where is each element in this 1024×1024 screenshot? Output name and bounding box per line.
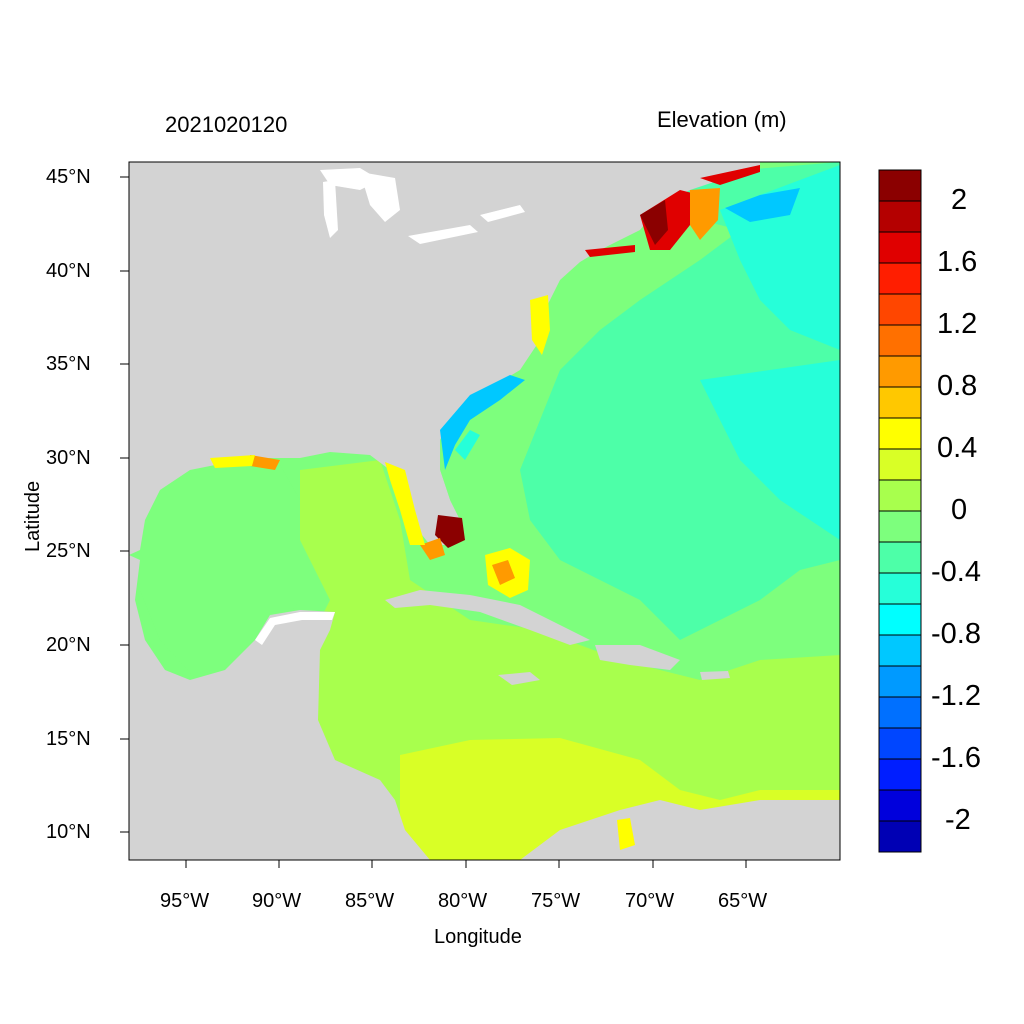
colorbar-label: -1.2	[931, 680, 981, 712]
colorbar-swatch	[878, 634, 922, 667]
chesapeake-yellow	[530, 295, 550, 355]
colorbar-label: 0.4	[937, 432, 978, 464]
colorbar-swatch	[878, 727, 922, 760]
x-tick-label: 70°W	[625, 890, 675, 912]
map-frame	[128, 161, 841, 861]
x-tick-label: 95°W	[160, 890, 210, 912]
y-tick-marks	[120, 176, 129, 833]
y-tick-label: 25°N	[46, 540, 91, 562]
colorbar-swatch	[878, 293, 922, 326]
x-tick-label: 75°W	[531, 890, 581, 912]
long-island-red	[585, 245, 635, 257]
colorbar-label: -1.6	[931, 742, 981, 774]
y-axis-title: Latitude	[22, 480, 44, 552]
x-tick-label: 65°W	[718, 890, 768, 912]
y-tick-label: 35°N	[46, 353, 91, 375]
maine-surge-dark	[640, 200, 668, 245]
colorbar-swatch	[878, 603, 922, 636]
colorbar-swatch	[878, 448, 922, 481]
florida-bay-orange	[420, 538, 445, 560]
y-tick-label: 45°N	[46, 166, 91, 188]
great-lake-ontario	[480, 205, 525, 222]
colorbar-label: 0.8	[937, 370, 978, 402]
maracaibo-yellow	[617, 818, 635, 850]
map-panel	[129, 162, 840, 860]
colorbar-swatch	[878, 169, 922, 202]
colorbar-swatch	[878, 572, 922, 605]
nova-scotia-blue	[725, 188, 800, 222]
x-tick-label: 90°W	[252, 890, 302, 912]
carolina-coast-blue	[440, 375, 525, 470]
colorbar-label: -0.4	[931, 556, 981, 588]
x-tick-label: 85°W	[345, 890, 395, 912]
bahamas-orange	[492, 560, 515, 585]
hispaniola-land	[595, 645, 680, 670]
south-florida-surge	[435, 515, 465, 548]
great-lake-erie	[408, 225, 478, 244]
y-tick-label: 30°N	[46, 447, 91, 469]
colorbar-label: -2	[945, 804, 971, 836]
colorbar-label: 2	[951, 184, 968, 216]
gulf-coast-orange	[250, 455, 280, 470]
y-tick-label: 15°N	[46, 728, 91, 750]
georgia-coast-aqua	[455, 430, 480, 460]
x-tick-label: 80°W	[438, 890, 488, 912]
yucatan-white-edge	[255, 612, 335, 645]
colorbar-label: 0	[951, 494, 968, 526]
colorbar-swatch	[878, 200, 922, 233]
bay-of-fundy-red	[700, 165, 760, 185]
mexico-land	[129, 555, 430, 860]
great-lake-michigan	[323, 180, 338, 238]
timestamp-label: 2021020120	[165, 112, 288, 137]
great-lake-huron	[360, 172, 400, 222]
jamaica-land	[498, 672, 540, 685]
colorbar-swatch	[878, 479, 922, 512]
colorbar-swatch	[878, 758, 922, 791]
colorbar-swatch	[878, 789, 922, 822]
colorbar-label: 1.2	[937, 308, 978, 340]
puerto-rico-land	[700, 671, 730, 680]
south-america-land	[520, 800, 840, 860]
colorbar-swatch	[878, 417, 922, 450]
x-axis-title: Longitude	[434, 926, 522, 948]
colorbar	[878, 169, 922, 853]
colorbar-label: 1.6	[937, 246, 978, 278]
colorbar-swatch	[878, 541, 922, 574]
colorbar-swatch	[878, 231, 922, 264]
east-atlantic-patch	[700, 360, 840, 540]
colorbar-label: -0.8	[931, 618, 981, 650]
colorbar-swatch	[878, 355, 922, 388]
gulf-coast-yellow	[210, 455, 255, 468]
variable-label: Elevation (m)	[657, 107, 787, 132]
colorbar-swatch	[878, 386, 922, 419]
cuba-land	[385, 590, 590, 645]
colorbar-swatch	[878, 262, 922, 295]
colorbar-swatch	[878, 665, 922, 698]
gulf-interior	[140, 465, 300, 678]
colorbar-swatch	[878, 510, 922, 543]
colorbar-swatch	[878, 324, 922, 357]
colorbar-swatch	[878, 820, 922, 853]
x-tick-marks	[185, 860, 747, 868]
y-tick-label: 40°N	[46, 260, 91, 282]
florida-west-yellow	[385, 462, 425, 545]
colorbar-swatch	[878, 696, 922, 729]
y-tick-label: 20°N	[46, 634, 91, 656]
maine-surge-orange	[690, 188, 720, 240]
y-tick-label: 10°N	[46, 821, 91, 843]
north-america-land	[129, 162, 760, 555]
